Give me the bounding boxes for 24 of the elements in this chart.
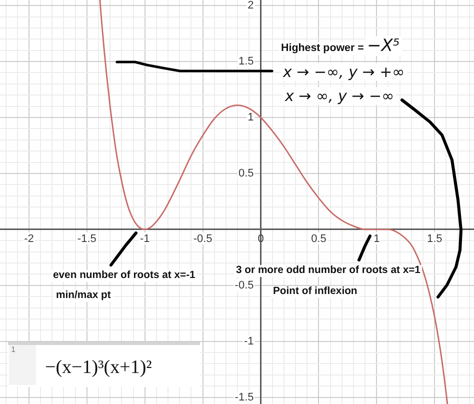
annotation: 3 or more odd number of roots at x=1 <box>234 265 422 277</box>
x-tick-label: -1.5 <box>77 232 96 245</box>
y-tick-label: 1.5 <box>238 56 254 68</box>
annotation: Highest power = <box>279 42 366 54</box>
x-tick-label: 0.5 <box>311 232 326 245</box>
annotation: x → −∞, y → +∞ <box>281 63 407 81</box>
y-tick-label: 1 <box>248 112 254 124</box>
x-tick-label: -1 <box>140 232 150 245</box>
y-tick-label: -0.5 <box>234 279 254 292</box>
y-tick-label: 0.5 <box>238 167 254 180</box>
annotation: Point of inflexion <box>271 286 360 298</box>
annotation: 1 <box>11 345 16 355</box>
annotation: −(x−1)³(x+1)² <box>45 356 152 378</box>
x-tick-label: -0.5 <box>193 232 212 245</box>
annotation: x → ∞, y → −∞ <box>283 87 396 105</box>
x-tick-label: 1.5 <box>426 232 442 245</box>
y-tick-label: -1.5 <box>234 391 254 404</box>
annotation: even number of roots at x=-1 <box>51 270 198 282</box>
y-tick-label: 2 <box>248 0 254 12</box>
x-tick-label: 1 <box>374 232 380 245</box>
annotation: min/max pt <box>54 290 113 302</box>
y-tick-label: -1 <box>244 335 254 348</box>
annotation: −X⁵ <box>365 36 402 56</box>
x-tick-label: -2 <box>24 232 34 245</box>
